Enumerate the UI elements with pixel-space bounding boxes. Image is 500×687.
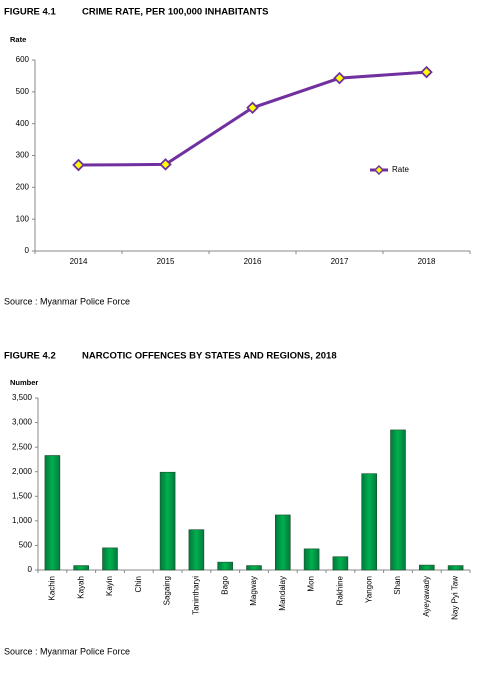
bar: [217, 561, 233, 571]
legend-marker: [373, 164, 385, 176]
source-note: Source : Myanmar Police Force: [4, 296, 130, 306]
data-point: [246, 101, 259, 115]
data-point: [159, 158, 172, 171]
y-tick-label: 0: [25, 246, 30, 255]
bar: [275, 514, 291, 571]
x-tick-label: 2015: [157, 257, 175, 266]
figure-label: FIGURE 4.2: [4, 351, 56, 362]
y-tick-label: 100: [16, 214, 30, 223]
data-point: [72, 158, 85, 172]
x-tick-label: 2017: [331, 257, 349, 266]
data-line: [78, 70, 427, 167]
y-axis-label: Rate: [10, 35, 26, 44]
x-tick-label: Yangon: [364, 576, 373, 603]
bar: [332, 556, 349, 571]
x-tick-label: Magway: [249, 576, 258, 606]
bar: [44, 455, 61, 571]
y-axis-label: Number: [10, 378, 38, 387]
x-tick-label: Mon: [307, 576, 316, 592]
y-tick-label: 1,000: [12, 516, 33, 525]
chart-title: NARCOTIC OFFENCES BY STATES AND REGIONS,…: [82, 351, 337, 362]
y-tick-label: 3,000: [12, 418, 33, 427]
data-point: [333, 71, 346, 85]
x-tick-label: Ayeyawady: [422, 576, 431, 617]
y-tick-label: 400: [16, 119, 30, 128]
bar: [447, 565, 464, 571]
x-tick-label: Bago: [220, 575, 229, 594]
data-point: [420, 65, 433, 79]
figure-label: FIGURE 4.1: [4, 7, 56, 18]
x-tick-label: Nay Pyi Taw: [451, 576, 460, 620]
source-note: Source : Myanmar Police Force: [4, 646, 130, 656]
x-tick-label: Mandalay: [278, 576, 287, 611]
x-tick-label: Sagaing: [163, 576, 172, 605]
bar: [390, 429, 406, 571]
bar: [102, 547, 118, 571]
x-tick-label: Tanintharyi: [192, 576, 201, 615]
chart-title: CRIME RATE, PER 100,000 INHABITANTS: [82, 7, 269, 18]
x-tick-label: Chin: [134, 576, 143, 592]
bar: [303, 548, 320, 571]
x-tick-label: Shan: [393, 576, 402, 595]
y-tick-label: 200: [16, 182, 30, 191]
x-tick-label: 2014: [70, 257, 88, 266]
bar: [419, 564, 435, 571]
y-tick-label: 500: [19, 541, 33, 550]
x-tick-label: Kachin: [48, 576, 57, 600]
y-tick-label: 500: [16, 87, 30, 96]
y-tick-label: 300: [16, 151, 30, 160]
bar: [246, 565, 262, 571]
bar: [188, 529, 205, 571]
x-tick-label: 2018: [418, 257, 436, 266]
x-tick-label: Kayin: [105, 576, 114, 596]
bar: [73, 565, 89, 571]
legend-label: Rate: [392, 165, 409, 174]
x-tick-label: 2016: [244, 257, 262, 266]
y-tick-label: 2,500: [12, 442, 33, 451]
bar: [159, 471, 176, 571]
y-tick-label: 600: [16, 55, 30, 64]
y-tick-label: 0: [28, 565, 33, 574]
y-tick-label: 2,000: [12, 467, 33, 476]
y-tick-label: 3,500: [12, 393, 33, 402]
x-tick-label: Kayah: [76, 576, 85, 599]
bar: [361, 473, 377, 571]
y-tick-label: 1,500: [12, 491, 33, 500]
x-tick-label: Rakhine: [336, 575, 345, 605]
